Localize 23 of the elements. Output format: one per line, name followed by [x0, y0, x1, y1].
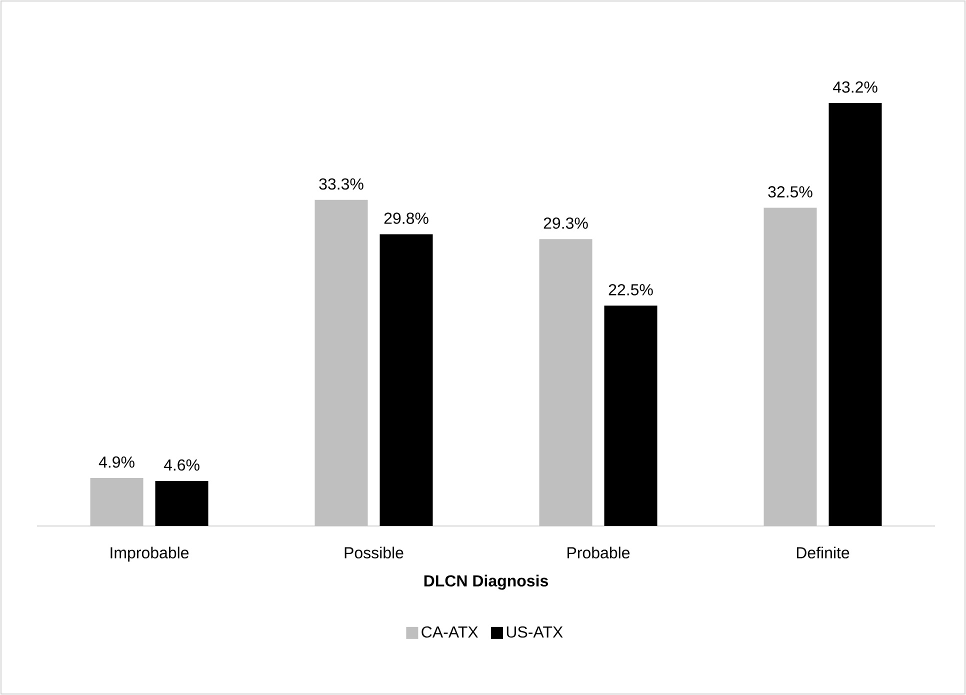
bar — [604, 306, 658, 526]
x-tick-label: Definite — [796, 546, 850, 558]
bar — [828, 102, 882, 526]
legend-label: US-ATX — [506, 626, 563, 638]
data-label: 32.5% — [768, 186, 812, 198]
legend-label: CA-ATX — [422, 626, 478, 638]
x-tick-label: Probable — [568, 546, 630, 558]
data-label: 29.3% — [544, 218, 588, 229]
bar — [155, 480, 208, 526]
bar — [90, 478, 144, 526]
data-label: 33.3% — [319, 178, 364, 190]
data-label: 43.2% — [832, 81, 878, 93]
bar — [764, 208, 817, 526]
bar — [539, 239, 592, 526]
x-tick-label: Possible — [344, 546, 404, 558]
data-label: 4.6% — [164, 459, 200, 471]
x-tick-label: Improbable — [110, 546, 189, 562]
data-label: 4.9% — [98, 456, 134, 468]
bar — [314, 200, 368, 526]
data-label: 22.5% — [608, 284, 653, 296]
x-axis-title: DLCN Diagnosis — [424, 574, 548, 590]
bar — [380, 234, 433, 526]
data-label: 29.8% — [384, 212, 428, 224]
